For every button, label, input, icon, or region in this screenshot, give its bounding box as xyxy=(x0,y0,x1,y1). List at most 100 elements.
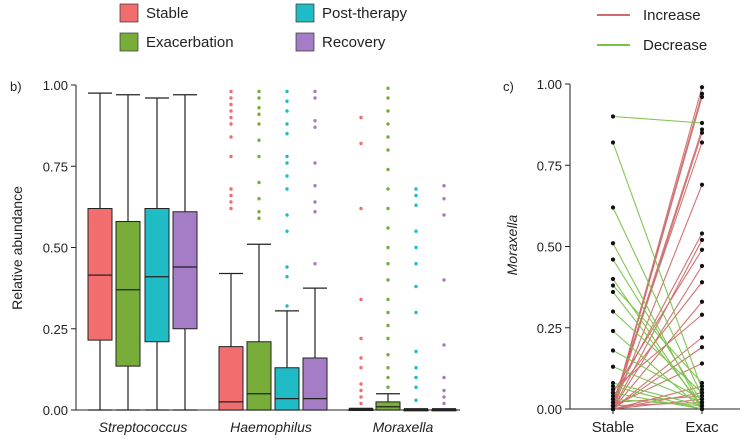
point-stable xyxy=(610,241,616,246)
box-streptococcus-post-therapy xyxy=(144,208,170,343)
outlier-moraxella-post-therapy xyxy=(414,366,418,370)
outlier-haemophilus-exacerbation xyxy=(257,138,261,142)
decrease-line xyxy=(612,115,703,124)
decrease-line xyxy=(612,311,703,394)
outlier-moraxella-stable xyxy=(359,297,363,302)
outlier-haemophilus-recovery xyxy=(313,119,317,123)
legend-label-post-therapy: Post-therapy xyxy=(322,5,408,22)
outlier-haemophilus-stable xyxy=(229,193,233,198)
point-exac xyxy=(699,380,705,386)
outlier-moraxella-exacerbation xyxy=(386,297,390,302)
outlier-moraxella-exacerbation xyxy=(386,135,390,139)
outlier-moraxella-post-therapy xyxy=(414,229,418,233)
outlier-haemophilus-recovery xyxy=(313,125,317,129)
outlier-moraxella-recovery xyxy=(442,343,446,347)
outlier-moraxella-exacerbation xyxy=(386,167,390,172)
outlier-moraxella-stable xyxy=(359,388,363,393)
outlier-moraxella-post-therapy xyxy=(414,310,418,315)
outlier-moraxella-recovery xyxy=(442,395,446,399)
increase-line xyxy=(612,233,703,400)
outlier-haemophilus-stable xyxy=(229,200,233,204)
decrease-line xyxy=(612,142,703,390)
point-stable xyxy=(610,205,616,210)
outlier-haemophilus-post-therapy xyxy=(285,122,289,126)
point-exac xyxy=(699,130,705,135)
point-stable xyxy=(610,400,616,405)
point-exac xyxy=(699,263,705,269)
outlier-moraxella-exacerbation xyxy=(386,187,390,191)
box-haemophilus-recovery xyxy=(302,357,328,411)
y-tick-label-c: 0.00 xyxy=(537,402,562,417)
box-haemophilus-exacerbation xyxy=(246,341,272,411)
outlier-moraxella-exacerbation xyxy=(386,86,390,90)
point-exac xyxy=(699,406,705,412)
outlier-moraxella-stable xyxy=(359,206,363,211)
decrease-line xyxy=(612,350,703,400)
outlier-haemophilus-exacerbation xyxy=(257,210,261,214)
point-stable xyxy=(610,403,616,408)
legend-swatch-exacerbation xyxy=(119,32,139,52)
decrease-line xyxy=(612,392,703,410)
outlier-haemophilus-stable xyxy=(229,102,233,107)
outlier-moraxella-post-therapy xyxy=(414,193,418,198)
outlier-haemophilus-post-therapy xyxy=(285,109,289,113)
legend-swatch-post-therapy xyxy=(295,3,315,23)
outlier-moraxella-exacerbation xyxy=(386,226,390,230)
y-axis-title: Relative abundance xyxy=(9,186,25,310)
point-stable xyxy=(610,397,616,402)
outlier-moraxella-post-therapy xyxy=(414,398,418,402)
decrease-line xyxy=(612,398,703,407)
legend-label-increase: Increase xyxy=(643,7,701,24)
point-exac xyxy=(699,94,705,100)
point-exac xyxy=(699,85,705,90)
box-moraxella-exacerbation xyxy=(375,401,401,411)
legend-swatch-stable xyxy=(119,3,139,23)
legend-label-stable: Stable xyxy=(146,5,189,22)
outlier-moraxella-exacerbation xyxy=(386,375,390,380)
outlier-haemophilus-exacerbation xyxy=(257,106,261,110)
point-stable xyxy=(610,364,616,369)
point-stable xyxy=(610,283,616,288)
point-exac xyxy=(699,280,705,285)
decrease-line xyxy=(612,285,703,384)
y-tick-label-c: 0.75 xyxy=(537,158,562,173)
outlier-moraxella-recovery xyxy=(442,375,446,380)
point-stable xyxy=(610,257,616,262)
outlier-moraxella-stable xyxy=(359,336,363,341)
outlier-haemophilus-stable xyxy=(229,109,233,113)
outlier-moraxella-stable xyxy=(359,115,363,120)
outlier-moraxella-stable xyxy=(359,356,363,360)
outlier-haemophilus-post-therapy xyxy=(285,265,289,269)
outlier-moraxella-stable xyxy=(359,401,363,406)
y-tick-label: 0.50 xyxy=(43,241,68,256)
point-stable xyxy=(610,406,616,412)
point-exac xyxy=(699,237,705,243)
outlier-moraxella-stable xyxy=(359,395,363,399)
outlier-haemophilus-post-therapy xyxy=(285,229,289,233)
point-exac xyxy=(699,299,705,304)
decrease-line xyxy=(612,366,703,404)
outlier-haemophilus-stable xyxy=(229,135,233,139)
outlier-moraxella-post-therapy xyxy=(414,245,418,250)
outlier-haemophilus-stable xyxy=(229,115,233,120)
box-haemophilus-stable xyxy=(218,346,244,411)
outlier-haemophilus-recovery xyxy=(313,89,317,94)
box-streptococcus-stable xyxy=(87,208,113,341)
outlier-haemophilus-exacerbation xyxy=(257,197,261,201)
y-axis-title-c: Moraxella xyxy=(504,214,520,275)
box-plot-panel: Stable Post-therapy Exacerbation Recovery 0.… xyxy=(9,3,460,435)
outlier-moraxella-post-therapy xyxy=(414,349,418,354)
point-exac xyxy=(699,390,705,395)
outlier-haemophilus-recovery xyxy=(313,184,317,188)
point-exac xyxy=(699,231,705,236)
increase-line xyxy=(612,249,703,394)
outlier-moraxella-recovery xyxy=(442,278,446,282)
outlier-moraxella-post-therapy xyxy=(414,284,418,289)
outlier-moraxella-exacerbation xyxy=(386,366,390,370)
point-exac xyxy=(699,387,705,392)
outlier-haemophilus-recovery xyxy=(313,161,317,165)
point-exac xyxy=(699,335,705,340)
category-label-streptococcus: Streptococcus xyxy=(99,419,188,435)
outlier-moraxella-post-therapy xyxy=(414,385,418,389)
